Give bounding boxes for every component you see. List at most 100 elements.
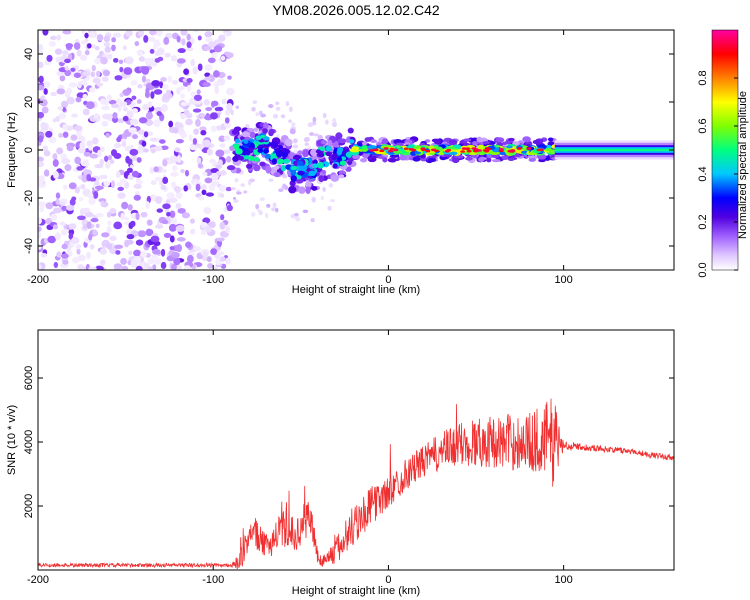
spectrogram-cell <box>88 266 97 270</box>
spectrogram-cell <box>259 197 265 202</box>
spectrogram-cell <box>104 46 112 53</box>
spectrogram-cell <box>38 226 42 232</box>
snr-y-ticks: 2000 4000 6000 <box>23 366 674 518</box>
spectrogram-cell <box>213 81 220 89</box>
spectrogram-cell <box>168 120 174 128</box>
spectrogram-cell <box>214 106 224 112</box>
spectrogram-cell <box>50 35 57 41</box>
spectrogram-cell <box>280 164 286 172</box>
snr-frame <box>37 329 675 571</box>
spectrogram-cell <box>452 157 460 164</box>
spectrogram-cell <box>203 46 212 51</box>
spectrogram-cell <box>335 132 343 140</box>
spectrogram-cell <box>221 98 227 105</box>
spectrogram-cell <box>127 260 132 266</box>
spectrogram-cell <box>271 158 277 165</box>
spectrogram-cell <box>213 70 220 78</box>
spectrogram-cell <box>476 136 483 143</box>
spectrogram-cell <box>206 256 212 263</box>
spectrogram-cell <box>181 38 186 46</box>
spectrogram-cell <box>180 30 188 36</box>
spectrogram-cell <box>154 176 163 182</box>
spectrogram-cell <box>119 101 128 107</box>
spectrogram-cell <box>498 147 504 151</box>
spectrogram-cell <box>114 75 123 81</box>
spectrogram-cell <box>229 145 235 152</box>
spectrogram-cell <box>216 170 222 176</box>
spectrogram-cell <box>70 67 76 72</box>
spectrogram-cell <box>288 106 293 113</box>
spectrogram-cell <box>291 122 296 127</box>
spectrogram-cell <box>53 261 59 269</box>
spectrogram-cell <box>280 114 286 119</box>
spectrogram-cell <box>75 244 82 250</box>
spectrogram-cell <box>302 209 309 214</box>
spectrogram-cell <box>175 139 184 144</box>
spectrogram-cell <box>90 71 96 78</box>
spectrogram-cell <box>113 263 123 270</box>
spectrogram-cell <box>395 142 404 147</box>
spectrogram-cell <box>176 237 186 242</box>
spectrogram-cell <box>80 54 87 61</box>
spectrogram-cell <box>234 138 241 144</box>
spectrogram-cell <box>135 239 144 246</box>
spectrogram-cell <box>175 225 185 232</box>
spectrogram-cell <box>130 79 138 86</box>
spectrogram-cell <box>322 187 326 192</box>
spectrogram-cell <box>272 113 278 119</box>
spectrogram-cell <box>156 110 163 117</box>
spectrogram-cell <box>133 183 142 189</box>
spectrogram-cell <box>197 163 204 169</box>
spectrogram-cell <box>373 148 379 152</box>
spectrogram-cell <box>121 201 129 210</box>
spectrogram-cell <box>154 258 162 265</box>
snr-y-tick-label: 2000 <box>23 494 35 518</box>
spectrogram-cell <box>101 105 110 111</box>
figure-title: YM08.2026.005.12.02.C42 <box>272 2 440 18</box>
spectrogram-cell <box>320 139 328 145</box>
spectrogram-cell <box>460 150 466 153</box>
spectrogram-cell <box>379 149 385 153</box>
spectrogram-y-ticks: -40 -20 0 20 40 <box>23 48 674 254</box>
spectrogram-cell <box>117 192 126 199</box>
spectrogram-cell <box>55 192 61 199</box>
spectrogram-cell <box>325 151 332 157</box>
spectrogram-cell <box>263 148 270 154</box>
spectrogram-cell <box>102 174 108 180</box>
spectrogram-cell <box>80 183 86 190</box>
spectrogram-cell <box>141 140 147 147</box>
spectrogram-cell <box>81 71 91 77</box>
spectrogram-cell <box>393 150 402 154</box>
spectrogram-cell <box>153 89 163 95</box>
spectrogram-cell <box>195 183 201 192</box>
spectrogram-cell <box>62 123 68 131</box>
colorbar: 0.0 0.2 0.4 0.6 0.8 Normalized spectral ampl… <box>697 29 749 278</box>
spectrogram-cell <box>233 126 242 132</box>
spectrogram-cell <box>152 248 161 255</box>
spectrogram-cell <box>205 106 213 112</box>
spectrogram-cell <box>119 92 125 98</box>
spectrogram-cell <box>38 75 44 84</box>
spectrogram-cell <box>192 66 198 75</box>
spectrogram-cell <box>310 218 315 223</box>
spectrogram-cell <box>467 151 478 156</box>
spectrogram-cell <box>299 164 308 171</box>
spectrogram-cell <box>70 236 80 245</box>
spectrogram-cell <box>249 131 256 139</box>
spectrogram-cell <box>81 219 89 226</box>
spectrogram-cell <box>263 122 269 130</box>
spectrogram-cell <box>251 106 256 112</box>
spectrogram-cell <box>110 180 116 189</box>
spectrogram-x-ticks: -200 -100 0 100 <box>27 30 573 286</box>
spectrogram-cell <box>253 156 260 162</box>
spectrogram-cell <box>169 246 175 251</box>
spectrogram-cell <box>322 113 327 119</box>
spectrogram-cell <box>180 112 186 120</box>
spectrogram-cell <box>79 141 86 150</box>
spectrogram-cell <box>59 221 66 227</box>
spectrogram-cell <box>295 216 301 222</box>
spectrogram-cell <box>65 125 74 131</box>
spectrogram-cell <box>137 129 146 135</box>
spectrogram-cell <box>91 44 96 49</box>
